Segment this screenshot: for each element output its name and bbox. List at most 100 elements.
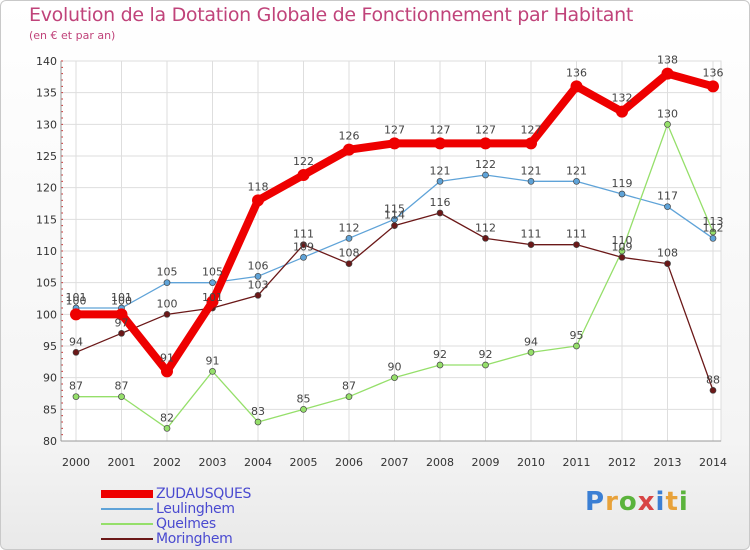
- data-point-quelmes: [527, 348, 535, 356]
- legend-label: Leulinghem: [156, 500, 235, 517]
- x-tick-label: 2001: [108, 456, 136, 469]
- data-label-zudausques: 126: [339, 130, 360, 143]
- y-tick-label: 135: [36, 87, 57, 100]
- data-point-leulinghem: [573, 177, 580, 185]
- data-point-quelmes: [254, 418, 262, 426]
- grid-lines: [61, 60, 721, 442]
- data-label-leulinghem: 121: [430, 164, 451, 177]
- data-point-moringhem: [163, 310, 171, 318]
- data-label-moringhem: 103: [248, 278, 269, 291]
- y-tick-label: 90: [43, 372, 57, 385]
- axes: 80 85 90 95 100 105 110 115 120 125 130 135 140 2000 2…: [36, 55, 727, 469]
- data-point-zudausques: [252, 194, 264, 207]
- data-label-zudausques: 118: [248, 180, 269, 193]
- data-label-moringhem: 108: [339, 247, 360, 260]
- data-label-zudausques: 100: [111, 294, 132, 307]
- data-label-zudausques: 127: [430, 123, 451, 136]
- data-point-leulinghem: [482, 171, 489, 179]
- data-label-moringhem: 112: [475, 221, 496, 234]
- data-label-moringhem: 111: [521, 228, 542, 241]
- data-point-zudausques: [661, 67, 674, 80]
- logo-letter: i: [678, 487, 689, 517]
- data-point-quelmes: [72, 393, 80, 401]
- data-label-moringhem: 111: [566, 228, 587, 241]
- data-point-zudausques: [70, 308, 82, 321]
- data-label-moringhem: 101: [202, 291, 223, 304]
- data-label-moringhem: 100: [157, 297, 178, 310]
- data-label-leulinghem: 112: [339, 221, 360, 234]
- data-label-moringhem: 88: [706, 373, 720, 386]
- data-point-zudausques: [707, 80, 719, 93]
- data-label-zudausques: 136: [566, 66, 587, 79]
- data-label-leulinghem: 122: [475, 158, 496, 171]
- legend-swatch: [101, 537, 153, 540]
- data-point-moringhem: [345, 260, 353, 268]
- y-tick-label: 130: [36, 118, 57, 131]
- x-tick-label: 2003: [199, 456, 227, 469]
- data-point-quelmes: [664, 120, 671, 128]
- legend-label: Quelmes: [156, 515, 216, 532]
- legend-swatch: [101, 507, 153, 510]
- x-tick-label: 2004: [244, 456, 272, 469]
- legend-label: ZUDAUSQUES: [156, 485, 252, 502]
- legend-item-quelmes: Quelmes: [101, 515, 251, 532]
- data-point-leulinghem: [254, 272, 262, 280]
- proxiti-logo: Proxiti: [585, 487, 689, 517]
- data-point-moringhem: [254, 291, 262, 299]
- data-label-quelmes: 87: [69, 380, 83, 393]
- data-point-quelmes: [300, 405, 307, 413]
- data-label-quelmes: 87: [342, 380, 356, 393]
- data-point-quelmes: [209, 367, 216, 375]
- data-point-zudausques: [115, 308, 128, 321]
- x-tick-label: 2011: [563, 456, 591, 469]
- data-label-moringhem: 114: [384, 209, 405, 222]
- data-label-leulinghem: 121: [566, 164, 587, 177]
- data-label-moringhem: 109: [612, 240, 633, 253]
- x-tick-label: 2000: [62, 456, 90, 469]
- data-point-zudausques: [570, 80, 583, 93]
- legend-swatch: [101, 522, 153, 525]
- x-tick-label: 2008: [426, 456, 454, 469]
- data-label-quelmes: 130: [657, 107, 678, 120]
- data-point-leulinghem: [345, 234, 353, 242]
- data-point-moringhem: [300, 241, 307, 249]
- data-label-quelmes: 113: [703, 215, 724, 228]
- data-point-quelmes: [436, 361, 444, 369]
- data-label-leulinghem: 117: [657, 190, 678, 203]
- data-label-leulinghem: 101: [66, 291, 87, 304]
- data-point-quelmes: [709, 228, 717, 236]
- data-label-zudausques: 127: [384, 123, 405, 136]
- legend: ZUDAUSQUES Leulinghem Quelmes Moringhem: [101, 485, 252, 547]
- data-point-moringhem: [618, 253, 626, 261]
- data-labels: 101 101 105 105 106 109 112 115 121 122 121 121 119 1…: [66, 54, 724, 425]
- data-label-leulinghem: 105: [202, 266, 223, 279]
- chart-title: Evolution de la Dotation Globale de Fonc…: [29, 4, 634, 26]
- data-point-zudausques: [297, 169, 310, 181]
- data-label-moringhem: 116: [430, 196, 451, 209]
- data-label-quelmes: 92: [433, 348, 447, 361]
- logo-letter: r: [605, 487, 619, 517]
- logo-letter: P: [585, 487, 606, 517]
- logo-letter: i: [655, 487, 666, 517]
- data-point-quelmes: [391, 374, 398, 382]
- x-tick-label: 2014: [699, 456, 727, 469]
- data-point-leulinghem: [709, 234, 717, 242]
- data-label-leulinghem: 101: [111, 291, 132, 304]
- y-tick-label: 105: [36, 277, 57, 290]
- data-point-moringhem: [709, 386, 717, 394]
- y-tick-label: 125: [36, 150, 57, 163]
- data-label-moringhem: 108: [657, 247, 678, 260]
- data-label-leulinghem: 112: [703, 221, 724, 234]
- data-point-zudausques: [434, 137, 446, 150]
- data-label-zudausques: 132: [612, 92, 633, 105]
- data-label-leulinghem: 105: [157, 266, 178, 279]
- x-tick-label: 2007: [381, 456, 409, 469]
- data-label-quelmes: 82: [160, 411, 174, 424]
- data-label-moringhem: 97: [115, 316, 129, 329]
- y-tick-label: 115: [36, 213, 57, 226]
- data-point-zudausques: [388, 137, 401, 150]
- x-tick-label: 2006: [335, 456, 363, 469]
- data-point-quelmes: [345, 393, 353, 401]
- data-label-zudausques: 136: [703, 66, 724, 79]
